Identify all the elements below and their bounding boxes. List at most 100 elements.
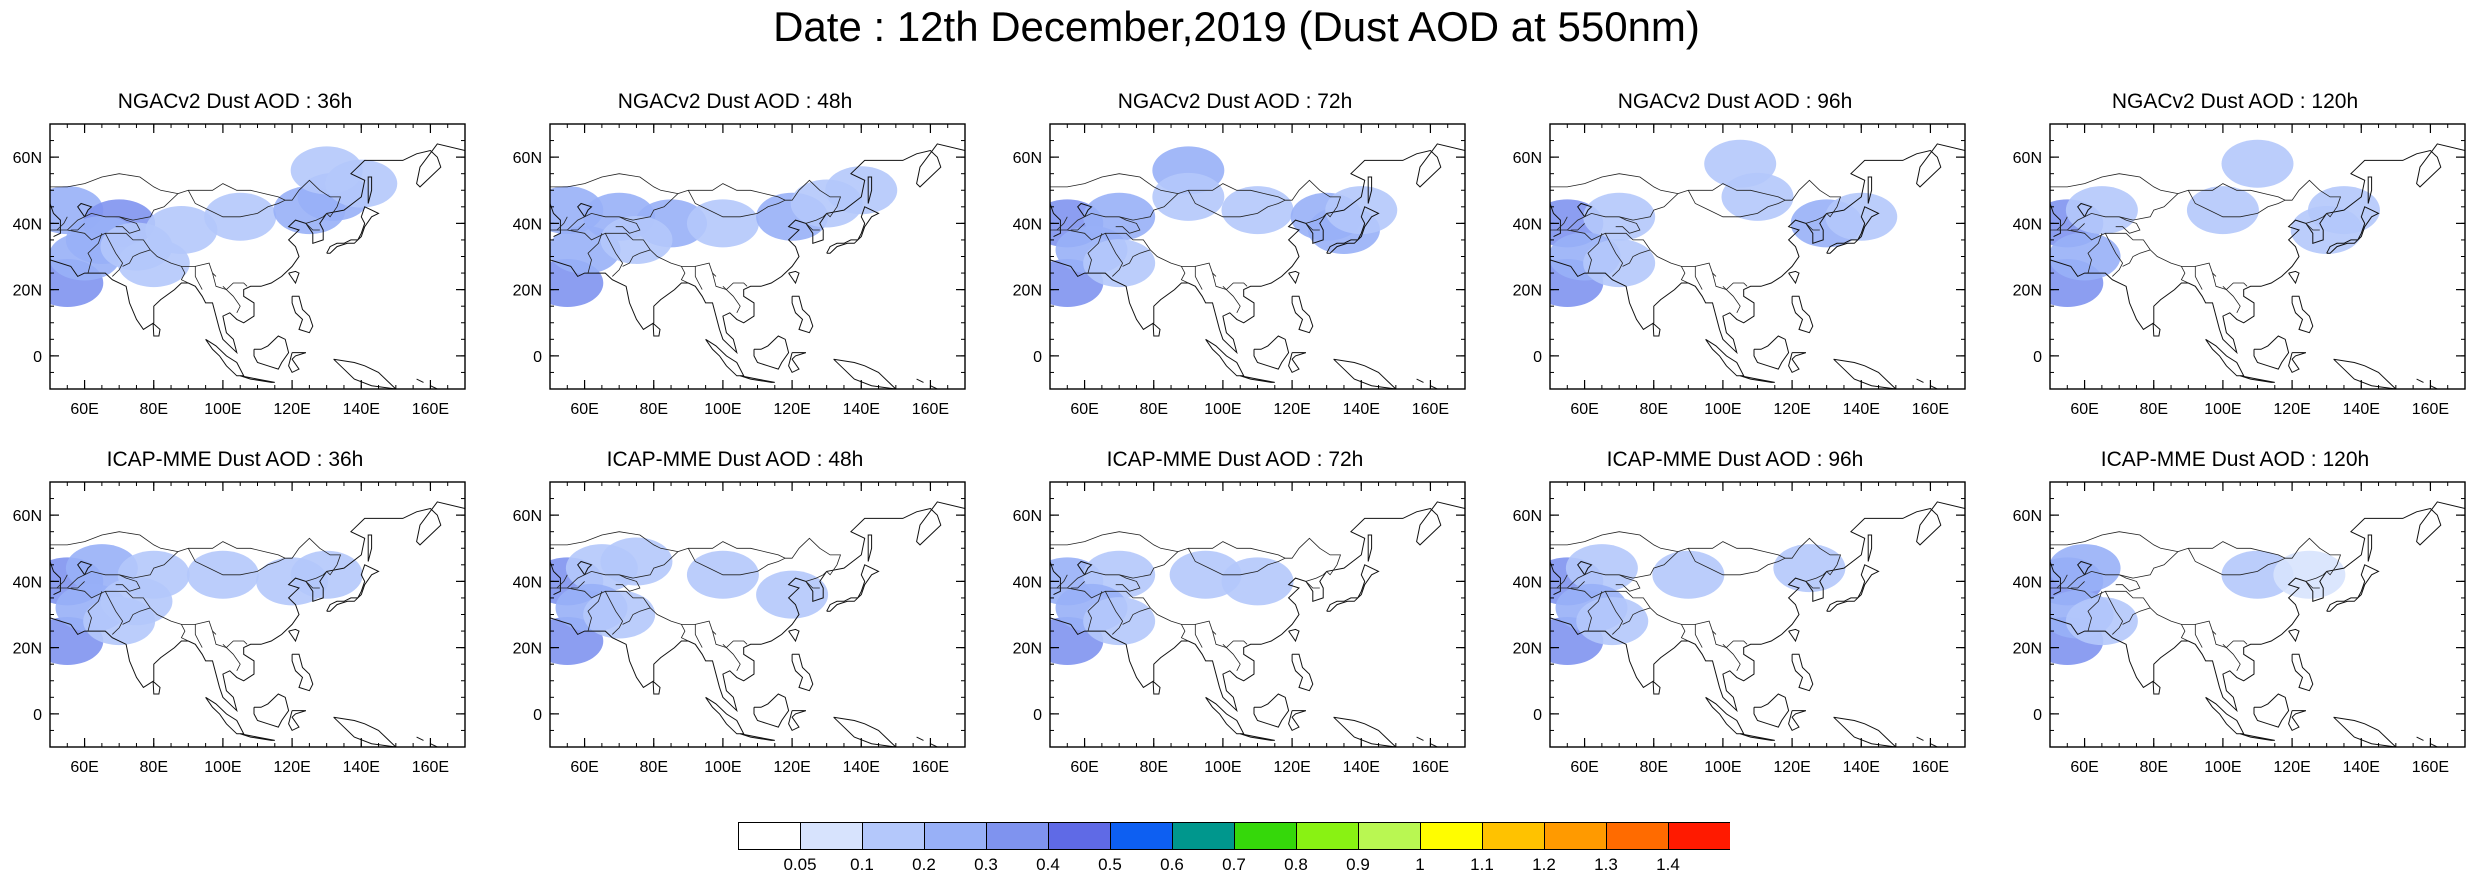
coastline	[791, 653, 814, 692]
coastline	[333, 358, 397, 389]
coastline	[705, 696, 745, 735]
map-plot: 60E 80E 100E 120E 140E 160E 0 20N 40N 60N	[1513, 481, 1966, 776]
coastline	[2050, 561, 2061, 596]
country-border	[104, 591, 124, 635]
latitude-tick-label: 0	[33, 349, 42, 366]
country-border	[2104, 591, 2124, 635]
latitude-tick-label: 20N	[513, 283, 542, 300]
coastline	[240, 375, 275, 383]
coastline	[2152, 323, 2161, 337]
latitude-tick-label: 40N	[13, 574, 42, 591]
country-border	[305, 223, 320, 231]
colorbar-label: 0.9	[1346, 855, 1370, 874]
country-border	[305, 571, 327, 582]
longitude-tick-label: 120E	[2273, 401, 2310, 418]
country-border	[222, 644, 241, 671]
coastline	[2240, 733, 2275, 741]
country-border	[556, 574, 568, 589]
coastline	[1288, 352, 1307, 374]
colorbar-label: 0.7	[1222, 855, 1246, 874]
coastline	[2333, 358, 2397, 389]
latitude-tick-label: 40N	[1513, 574, 1542, 591]
latitude-tick-label: 0	[1033, 349, 1042, 366]
longitude-tick-label: 160E	[2412, 759, 2449, 776]
coastline	[1288, 628, 1300, 643]
latitude-tick-label: 60N	[2013, 508, 2042, 525]
country-border	[1587, 233, 1603, 274]
country-border	[1212, 272, 1248, 291]
dust-aod-area	[100, 577, 173, 626]
coastline	[1826, 206, 1880, 254]
country-border	[1567, 537, 1842, 589]
country-border	[1305, 581, 1320, 589]
country-border	[550, 531, 679, 552]
country-border	[2305, 581, 2320, 589]
country-border	[1712, 630, 1748, 649]
coastline	[1753, 693, 1790, 728]
latitude-tick-label: 20N	[513, 641, 542, 658]
country-border	[1050, 531, 1179, 552]
colorbar-swatch	[1606, 822, 1669, 850]
country-border	[122, 607, 151, 625]
country-border	[2212, 272, 2248, 291]
coastline	[253, 335, 290, 370]
dust-aod-area	[2273, 550, 2346, 599]
coastline	[2416, 736, 2424, 741]
colorbar-label: 0.4	[1036, 855, 1060, 874]
longitude-tick-label: 160E	[1912, 401, 1949, 418]
longitude-tick-label: 100E	[1704, 759, 1741, 776]
coastline	[77, 560, 93, 576]
coastline	[2291, 653, 2314, 692]
country-border	[1712, 272, 1748, 291]
country-border	[50, 173, 179, 194]
colorbar-label: 0.5	[1098, 855, 1122, 874]
country-border	[2067, 537, 2342, 589]
country-border	[622, 607, 651, 625]
country-border	[1115, 216, 1141, 234]
longitude-tick-label: 80E	[1140, 401, 1168, 418]
country-border	[2050, 531, 2179, 552]
latitude-tick-label: 60N	[1513, 508, 1542, 525]
coastline	[916, 378, 924, 383]
longitude-tick-label: 160E	[2412, 401, 2449, 418]
country-border	[1305, 213, 1327, 224]
country-border	[1067, 179, 1342, 231]
country-border	[1587, 591, 1603, 632]
colorbar-swatch	[1110, 822, 1173, 850]
dust-aod-area	[2050, 544, 2121, 593]
map-plot: 60E 80E 100E 120E 140E 160E 0 20N 40N 60N	[1013, 481, 1466, 776]
coastline	[652, 681, 661, 695]
longitude-tick-label: 140E	[1843, 401, 1880, 418]
longitude-tick-label: 120E	[1273, 759, 1310, 776]
map-panel: NGACv2 Dust AOD : 36h 60E 80E 100E 120E 140E 1…	[0, 90, 470, 445]
coastline	[1253, 693, 1290, 728]
longitude-tick-label: 120E	[773, 759, 810, 776]
colorbar-swatch	[1420, 822, 1483, 850]
longitude-tick-label: 60E	[70, 401, 98, 418]
country-border	[604, 591, 624, 635]
coastline	[2253, 335, 2290, 370]
country-border	[680, 266, 689, 284]
coastline	[1050, 203, 1061, 238]
country-border	[1550, 587, 1717, 635]
country-border	[1550, 531, 1679, 552]
colorbar-swatch	[738, 822, 801, 850]
coastline	[50, 203, 61, 238]
country-border	[2305, 223, 2320, 231]
country-border	[2070, 223, 2085, 231]
country-border	[1604, 233, 1624, 277]
dust-aod-area	[1221, 186, 1294, 235]
colorbar-bar	[738, 822, 1730, 850]
longitude-tick-label: 80E	[1140, 759, 1168, 776]
country-border	[305, 213, 327, 224]
dust-aod-area	[1325, 186, 1398, 235]
country-border	[550, 229, 717, 277]
country-border	[615, 574, 641, 592]
coastline	[1077, 560, 1093, 576]
latitude-tick-label: 20N	[13, 283, 42, 300]
country-border	[2115, 574, 2141, 592]
latitude-tick-label: 0	[2033, 707, 2042, 724]
country-border	[1570, 223, 1585, 231]
country-border	[2122, 607, 2151, 625]
coastline	[1550, 561, 1561, 596]
